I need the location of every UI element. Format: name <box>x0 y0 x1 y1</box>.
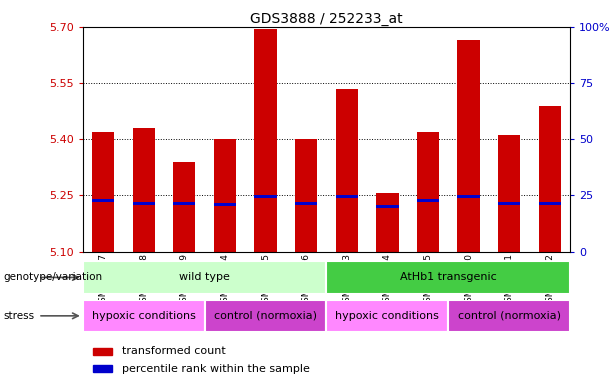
Bar <box>327 300 448 332</box>
Bar <box>498 136 520 252</box>
Bar <box>498 202 520 205</box>
Bar <box>295 202 318 205</box>
Bar <box>93 365 112 372</box>
Bar <box>457 195 480 198</box>
Bar <box>457 40 480 252</box>
Text: AtHb1 transgenic: AtHb1 transgenic <box>400 272 497 283</box>
Bar <box>92 132 114 252</box>
Bar <box>254 195 276 198</box>
Bar <box>335 195 358 198</box>
Text: hypoxic conditions: hypoxic conditions <box>92 311 196 321</box>
Bar <box>335 89 358 252</box>
Text: control (normoxia): control (normoxia) <box>214 311 317 321</box>
Bar <box>417 199 439 202</box>
Bar <box>539 106 561 252</box>
Bar <box>83 261 327 294</box>
Bar <box>132 128 155 252</box>
Text: control (normoxia): control (normoxia) <box>458 311 561 321</box>
Bar <box>417 132 439 252</box>
Bar <box>214 139 236 252</box>
Text: transformed count: transformed count <box>122 346 226 356</box>
Text: hypoxic conditions: hypoxic conditions <box>335 311 440 321</box>
Title: GDS3888 / 252233_at: GDS3888 / 252233_at <box>250 12 403 26</box>
Text: genotype/variation: genotype/variation <box>3 272 102 283</box>
Bar <box>254 29 276 252</box>
Bar <box>376 194 398 252</box>
Text: percentile rank within the sample: percentile rank within the sample <box>122 364 310 374</box>
Bar <box>295 139 318 252</box>
Bar <box>376 205 398 208</box>
Bar <box>214 203 236 206</box>
Bar <box>93 348 112 355</box>
Bar <box>92 199 114 202</box>
Bar <box>539 202 561 205</box>
Bar <box>448 300 570 332</box>
Bar <box>83 300 205 332</box>
Bar <box>173 162 196 252</box>
Text: wild type: wild type <box>179 272 230 283</box>
Bar <box>327 261 570 294</box>
Text: stress: stress <box>3 311 34 321</box>
Bar <box>173 202 196 205</box>
Bar <box>132 202 155 205</box>
Bar <box>205 300 327 332</box>
